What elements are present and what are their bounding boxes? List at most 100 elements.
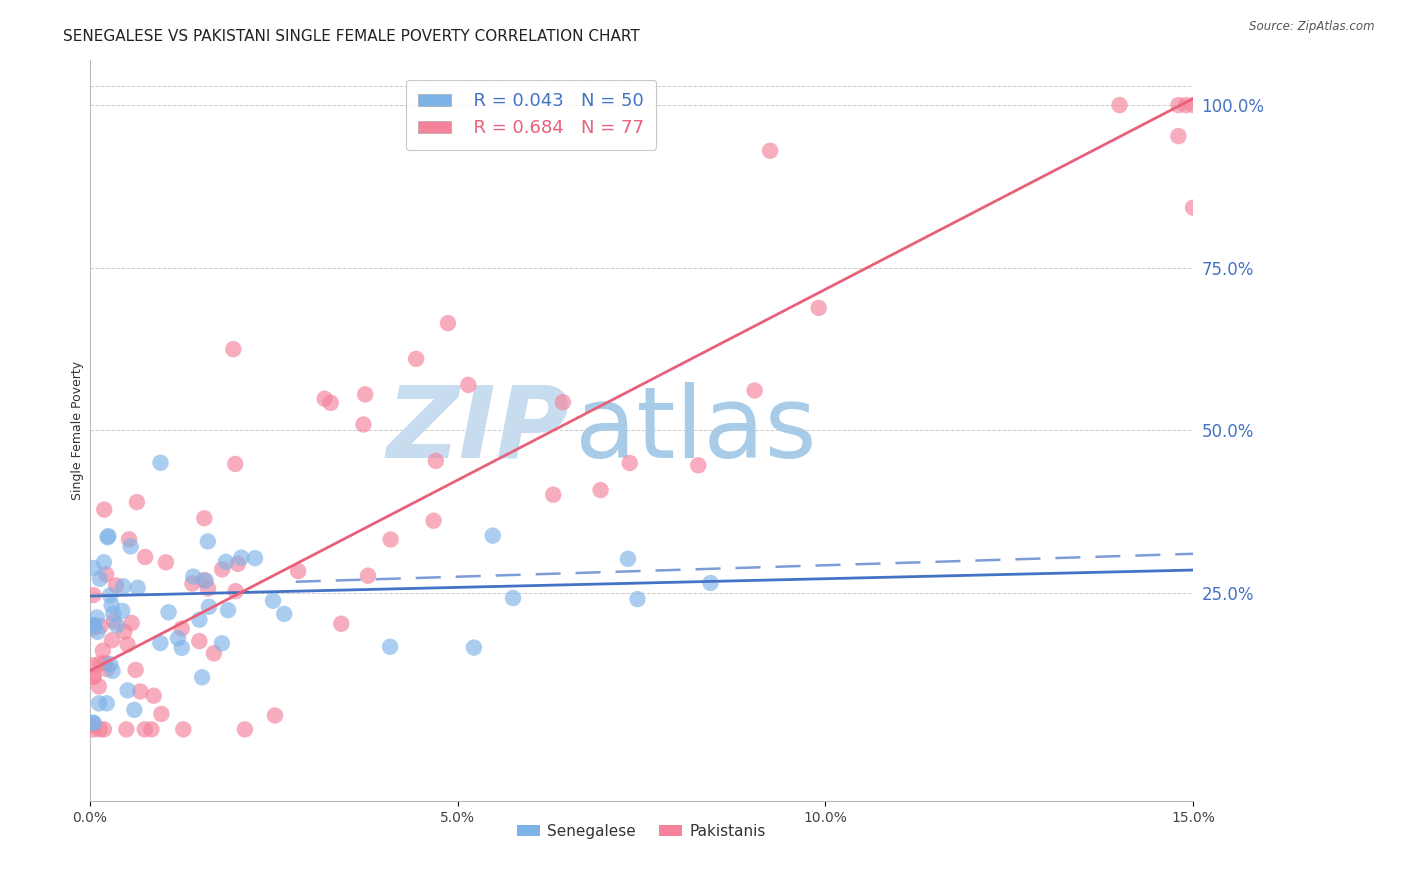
Point (120, 540, 142, 554)
Point (211, 636, 233, 650)
Point (1174, 98, 1197, 112)
Point (437, 316, 460, 330)
Point (94, 657, 117, 671)
Point (264, 708, 287, 723)
Point (96, 662, 118, 676)
Point (211, 562, 233, 576)
Point (626, 592, 648, 607)
Point (89, 723, 111, 737)
Point (101, 633, 124, 648)
Point (86, 610, 108, 624)
Point (551, 395, 574, 409)
Point (82, 588, 104, 602)
Point (104, 578, 127, 592)
Point (197, 534, 219, 549)
Point (89, 657, 111, 671)
Point (82, 621, 104, 635)
Point (82, 619, 104, 633)
Point (125, 495, 148, 509)
Point (100, 599, 122, 613)
Point (202, 646, 225, 660)
Point (97, 529, 120, 543)
Point (167, 632, 190, 646)
Point (117, 683, 139, 698)
Point (124, 703, 146, 717)
Point (103, 607, 125, 621)
Point (94, 567, 117, 582)
Point (502, 591, 524, 605)
Point (82, 715, 104, 730)
Text: atlas: atlas (575, 382, 817, 479)
Point (96, 530, 118, 544)
Point (98, 657, 121, 672)
Y-axis label: Single Female Poverty: Single Female Poverty (72, 360, 84, 500)
Point (82, 723, 104, 737)
Point (170, 622, 193, 636)
Point (157, 605, 180, 619)
Point (188, 634, 211, 648)
Point (619, 456, 641, 470)
Point (82, 618, 104, 632)
Point (142, 689, 165, 703)
Point (217, 603, 239, 617)
Point (231, 550, 253, 565)
Point (188, 613, 211, 627)
Point (172, 723, 194, 737)
Point (82, 561, 104, 575)
Point (273, 607, 295, 621)
Point (759, 144, 782, 158)
Point (224, 457, 246, 471)
Point (134, 723, 156, 737)
Point (170, 640, 193, 655)
Text: Source: ZipAtlas.com: Source: ZipAtlas.com (1250, 20, 1375, 33)
Point (129, 684, 152, 698)
Point (425, 454, 447, 468)
Point (699, 576, 721, 591)
Text: SENEGALESE VS PAKISTANI SINGLE FEMALE POVERTY CORRELATION CHART: SENEGALESE VS PAKISTANI SINGLE FEMALE PO… (63, 29, 640, 44)
Point (319, 396, 342, 410)
Point (82, 715, 104, 730)
Point (380, 533, 402, 547)
Point (463, 640, 485, 655)
Point (127, 581, 149, 595)
Point (124, 663, 146, 677)
Point (82, 670, 104, 684)
Point (405, 351, 427, 366)
Point (314, 392, 336, 406)
Legend: Senegalese, Pakistanis: Senegalese, Pakistanis (510, 818, 772, 845)
Point (1182, 201, 1205, 215)
Point (181, 569, 204, 583)
Point (105, 618, 128, 632)
Point (226, 557, 249, 571)
Point (1167, 98, 1189, 112)
Point (1108, 98, 1130, 112)
Point (101, 664, 124, 678)
Point (457, 378, 479, 392)
Point (688, 458, 710, 473)
Point (118, 533, 141, 547)
Point (103, 614, 125, 628)
Point (215, 555, 238, 569)
Point (541, 488, 564, 502)
Point (117, 637, 139, 651)
Point (91, 643, 114, 657)
Point (233, 723, 256, 737)
Point (181, 576, 204, 591)
Point (112, 579, 135, 593)
Point (481, 528, 503, 542)
Point (155, 555, 177, 569)
Point (353, 417, 375, 432)
Point (357, 568, 380, 582)
Point (111, 604, 134, 618)
Point (1167, 129, 1189, 144)
Point (93, 723, 115, 737)
Point (86, 624, 108, 639)
Text: ZIP: ZIP (387, 382, 569, 479)
Point (589, 483, 612, 497)
Point (193, 573, 215, 587)
Point (198, 599, 221, 614)
Point (287, 564, 309, 578)
Point (149, 636, 172, 650)
Point (225, 584, 247, 599)
Point (82, 658, 104, 673)
